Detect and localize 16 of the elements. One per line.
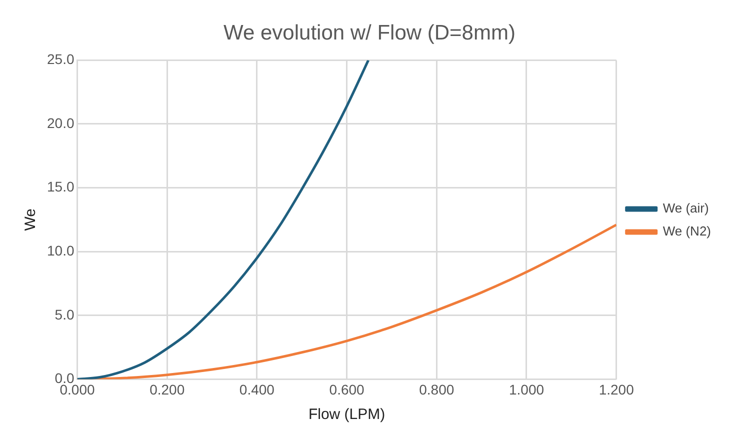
y-axis-title: We	[22, 208, 40, 231]
x-tick-label: 0.600	[329, 381, 365, 398]
y-tick-label: 15.0	[47, 178, 74, 195]
y-tick-label: 25.0	[47, 51, 74, 68]
x-tick-label: 0.400	[239, 381, 275, 398]
x-tick-label: 0.800	[419, 381, 454, 398]
y-tick-label: 20.0	[47, 114, 74, 131]
chart-title: We evolution w/ Flow (D=8mm)	[224, 21, 516, 44]
x-tick-label: 0.200	[150, 381, 185, 398]
legend-label: We (N2)	[662, 224, 712, 239]
x-axis-title: Flow (LPM)	[308, 406, 386, 424]
y-tick-label: 5.0	[54, 306, 74, 322]
y-tick-label: 10.0	[47, 242, 74, 258]
legend-label: We (air)	[662, 200, 709, 216]
x-tick-label: 1.200	[598, 381, 634, 398]
x-tick-label: 1.000	[508, 381, 544, 398]
